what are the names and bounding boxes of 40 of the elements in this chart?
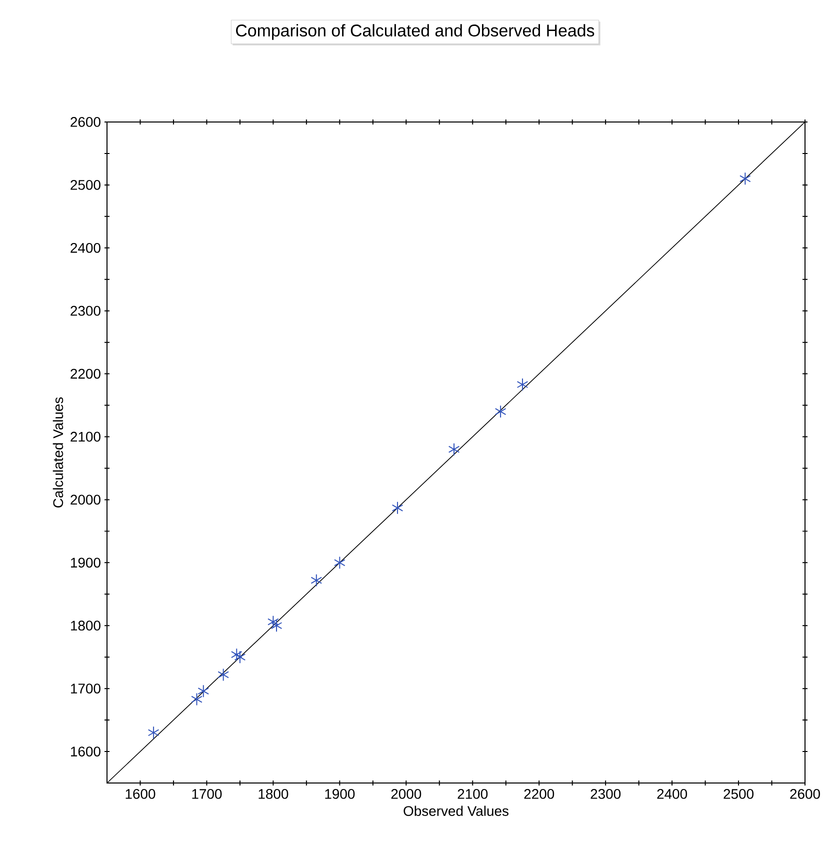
y-tick-label: 2100 [70,432,100,442]
x-tick-label: 2300 [590,789,621,799]
y-tick-label: 2200 [70,368,100,379]
chart-title: Comparison of Calculated and Observed Heads [236,24,594,40]
y-tick-label: 1700 [71,684,100,694]
point [448,442,460,456]
y-tick-label: 1900 [71,558,100,568]
point [198,684,210,698]
point [148,726,160,740]
point [516,378,528,391]
point [494,405,506,418]
y-tick-label: 2500 [70,180,100,190]
y-axis-title: Calculated Values [52,397,64,508]
x-tick-label: 2100 [458,789,488,799]
point [234,650,246,664]
x-tick-label: 1600 [126,789,156,799]
point [218,668,230,682]
point [334,556,346,570]
x-tick-label: 2400 [657,789,688,799]
point [740,172,751,186]
point [392,501,404,514]
y-tick-label: 2400 [70,242,100,253]
point [230,648,242,662]
x-tick-label: 2000 [391,789,422,799]
point [191,692,202,706]
point [268,615,279,628]
y-tick-label: 2600 [70,117,100,127]
x-tick-label: 1900 [325,789,355,799]
x-tick-label: 2500 [724,789,754,799]
point [310,574,322,587]
x-tick-label: 2600 [790,789,820,799]
x-tick-label: 1800 [258,789,288,799]
y-tick-label: 2000 [70,494,100,505]
point [270,619,282,632]
x-tick-label: 2200 [524,789,554,799]
y-tick-label: 1800 [71,620,100,631]
x-axis-title: Observed Values [404,806,508,816]
y-tick-label: 2300 [70,306,100,316]
x-tick-label: 1700 [192,789,222,799]
y-tick-label: 1600 [71,746,100,756]
